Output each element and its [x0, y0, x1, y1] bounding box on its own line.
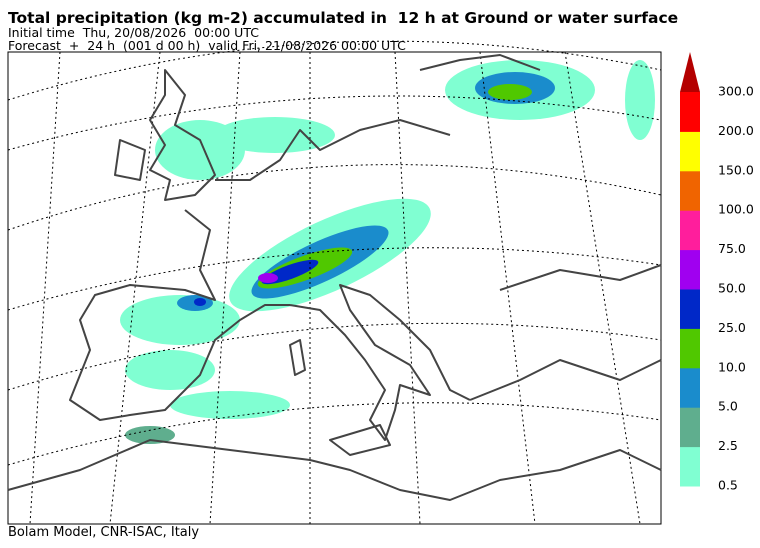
map-title: Total precipitation (kg m-2) accumulated… — [8, 9, 679, 27]
footer: Bolam Model, CNR-ISAC, Italy — [8, 525, 200, 540]
legend-swatch — [680, 131, 700, 172]
map — [7, 40, 662, 525]
precip-area — [625, 60, 655, 140]
graticule — [7, 40, 662, 525]
precip-area — [120, 295, 240, 345]
legend-label: 10.0 — [718, 359, 746, 374]
legend-swatch — [680, 328, 700, 369]
legend-swatch — [680, 249, 700, 290]
legend-swatch — [680, 92, 700, 132]
precip-area — [258, 273, 278, 283]
legend-swatch — [680, 289, 700, 329]
legend-swatch — [680, 210, 700, 251]
precipitation — [120, 60, 655, 444]
legend-label: 75.0 — [718, 241, 746, 256]
legend-swatch — [680, 170, 700, 211]
precip-area — [194, 298, 206, 306]
legend-label: 5.0 — [718, 399, 738, 414]
precip-area — [125, 426, 175, 444]
forecast-time: Forecast + 24 h (001 d 00 h) valid Fri, … — [8, 38, 406, 53]
legend-label: 300.0 — [718, 84, 754, 99]
legend-label: 100.0 — [718, 202, 754, 217]
legend-label: 25.0 — [718, 320, 746, 335]
precip-area — [215, 117, 335, 153]
legend-swatch — [680, 367, 700, 408]
precip-area — [125, 350, 215, 390]
legend-label: 2.5 — [718, 438, 738, 453]
coastlines — [7, 54, 662, 501]
legend-label: 50.0 — [718, 281, 746, 296]
legend-label: 150.0 — [718, 162, 754, 177]
legend-label: 0.5 — [718, 478, 738, 493]
initial-time: Initial time Thu, 20/08/2026 00:00 UTC — [8, 25, 259, 40]
legend: 0.5 2.5 5.0 10.0 25.0 50.0 75.0 100.0 150.0 200.0… — [680, 52, 754, 493]
precip-area — [488, 84, 532, 100]
legend-swatch — [680, 407, 700, 448]
legend-label: 200.0 — [718, 123, 754, 138]
legend-extend — [680, 52, 700, 92]
legend-swatch — [680, 446, 700, 487]
precip-area — [170, 391, 290, 419]
